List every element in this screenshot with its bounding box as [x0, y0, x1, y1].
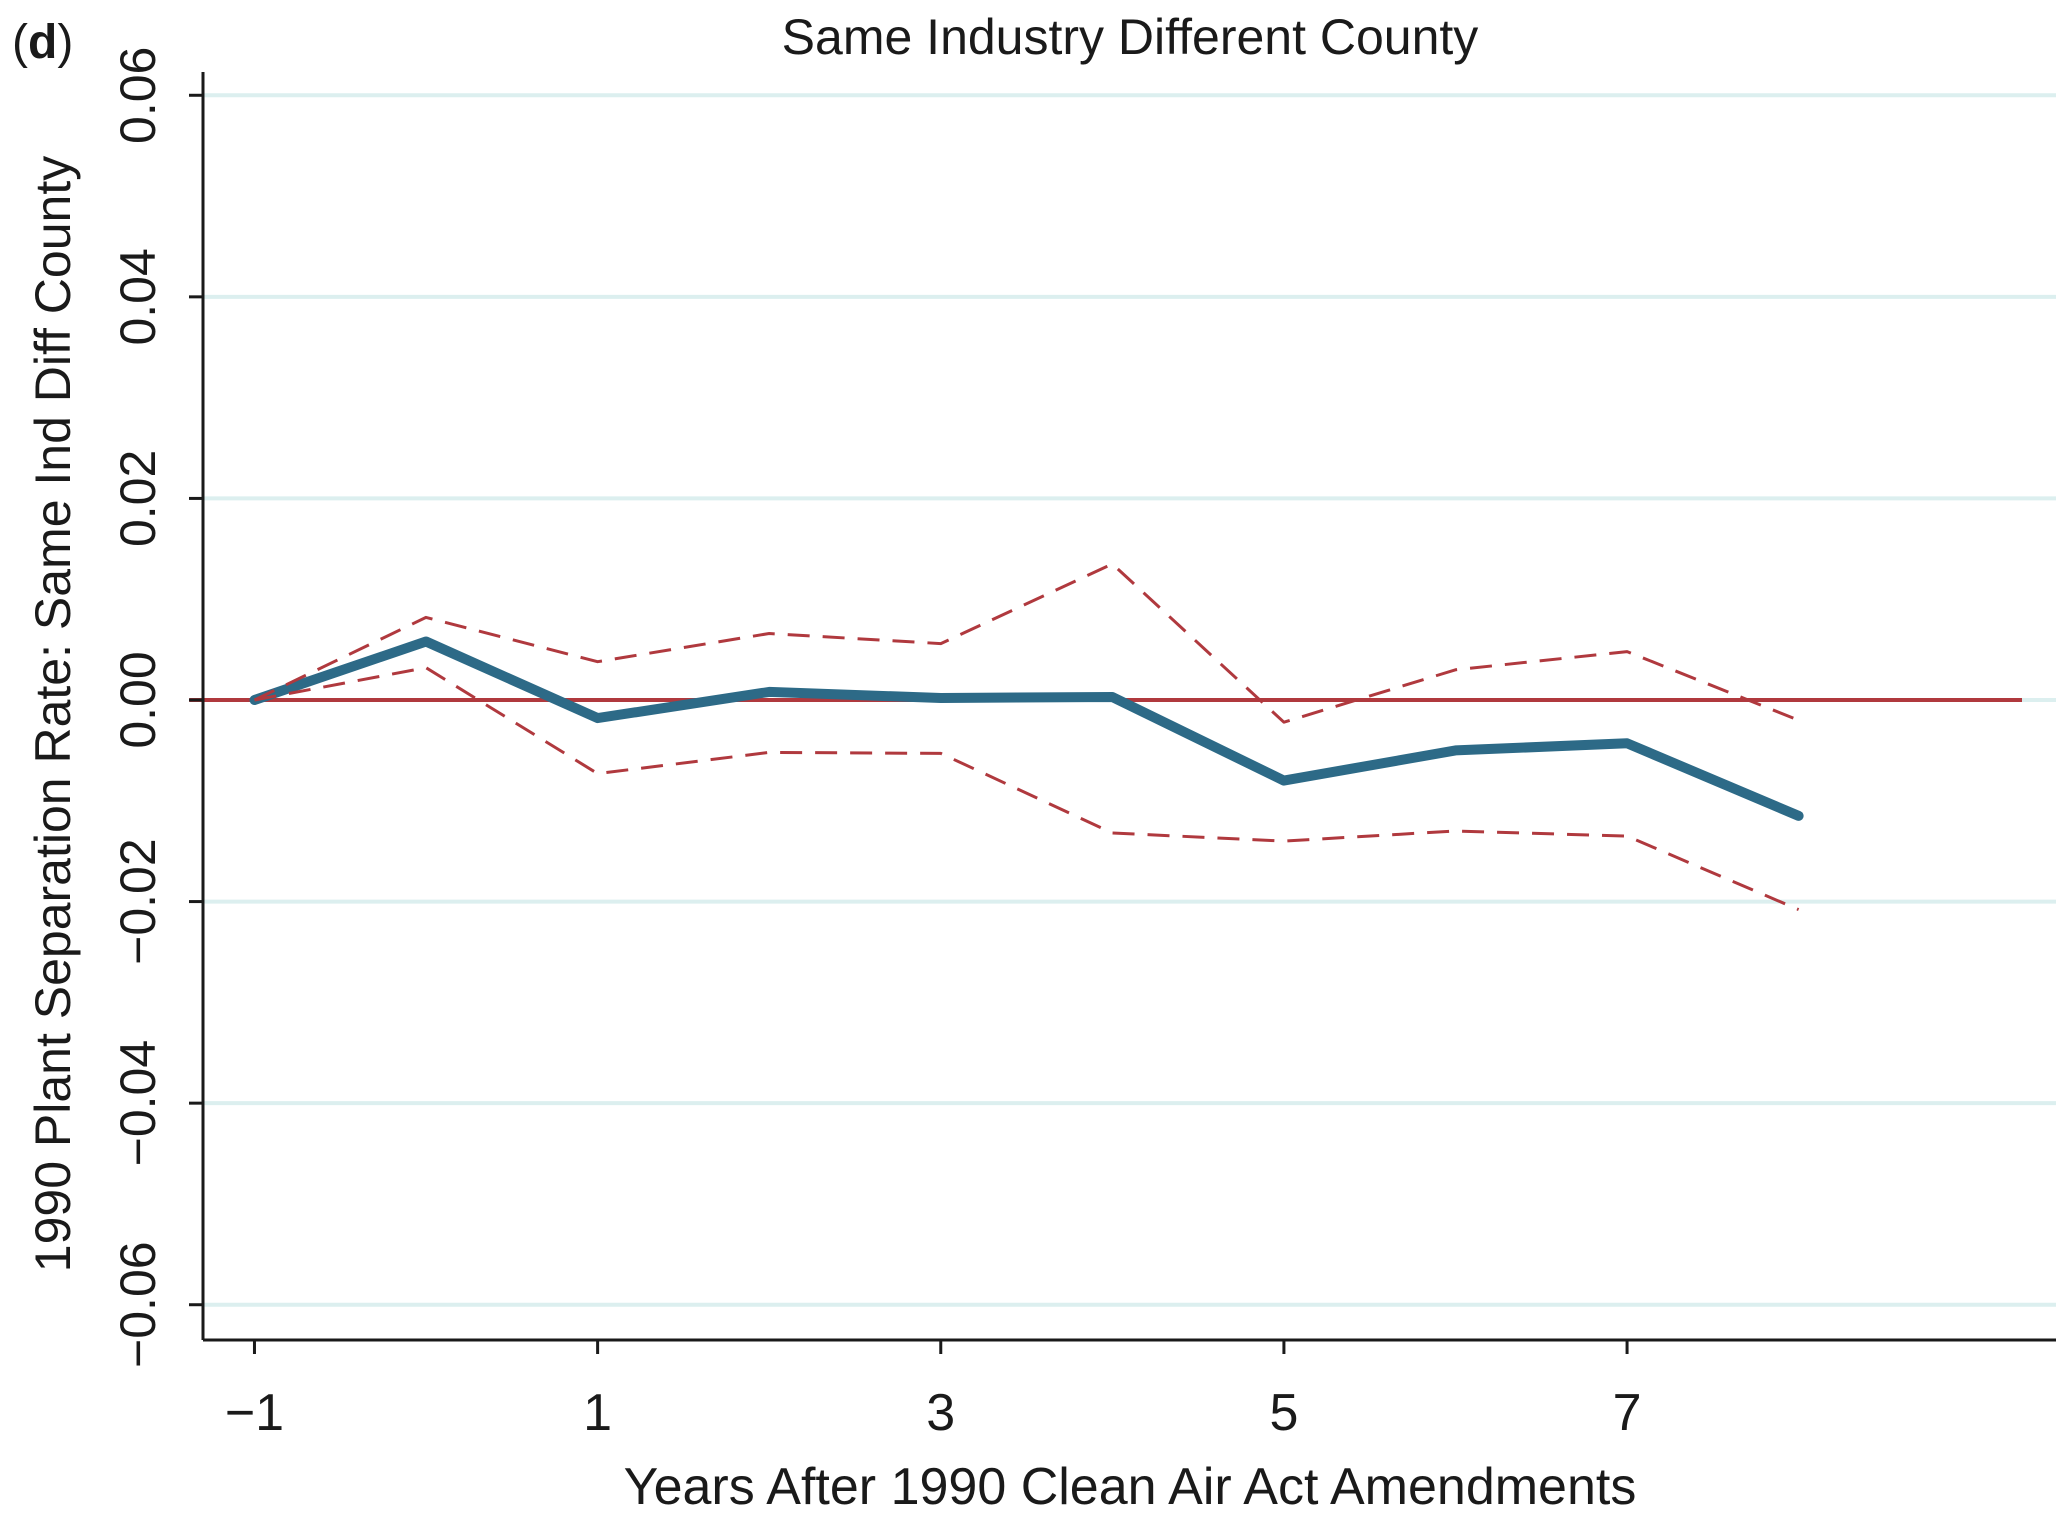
x-tick-label-2: 3	[926, 1384, 955, 1442]
series-line-estimate	[249, 636, 1804, 821]
x-axis-label: Years After 1990 Clean Air Act Amendment…	[624, 1458, 1637, 1516]
x-tick-label-1: 1	[583, 1384, 612, 1442]
y-tick-label-2: 0.02	[110, 450, 166, 547]
y-tick-label-1: 0.04	[110, 248, 166, 345]
x-tick-label-4: 7	[1613, 1384, 1642, 1442]
tick-labels: 0.06 0.04 0.02 0.00 −0.02 −0.04 −0.06 −1 1 3 5 7	[110, 47, 1642, 1442]
series-line-upper-ci	[253, 562, 1800, 724]
panel-label: (d)	[12, 16, 73, 69]
panel-label-close: )	[57, 16, 73, 69]
y-tick-label-5: −0.04	[110, 1040, 166, 1167]
chart-title: Same Industry Different County	[782, 9, 1479, 65]
y-tick-label-0: 0.06	[110, 47, 166, 144]
series-line-lower-ci	[254, 666, 1800, 911]
y-tick-label-4: −0.02	[110, 838, 166, 965]
x-tick-label-0: −1	[225, 1384, 284, 1442]
x-tick-label-3: 5	[1269, 1384, 1298, 1442]
panel-label-letter: d	[28, 16, 57, 69]
y-tick-label-3: 0.00	[110, 651, 166, 748]
panel-label-open: (	[12, 16, 28, 69]
y-axis-label: 1990 Plant Separation Rate: Same Ind Dif…	[25, 156, 81, 1272]
y-tick-label-6: −0.06	[110, 1241, 166, 1368]
series-lines	[249, 562, 1804, 911]
axes	[189, 72, 2056, 1354]
